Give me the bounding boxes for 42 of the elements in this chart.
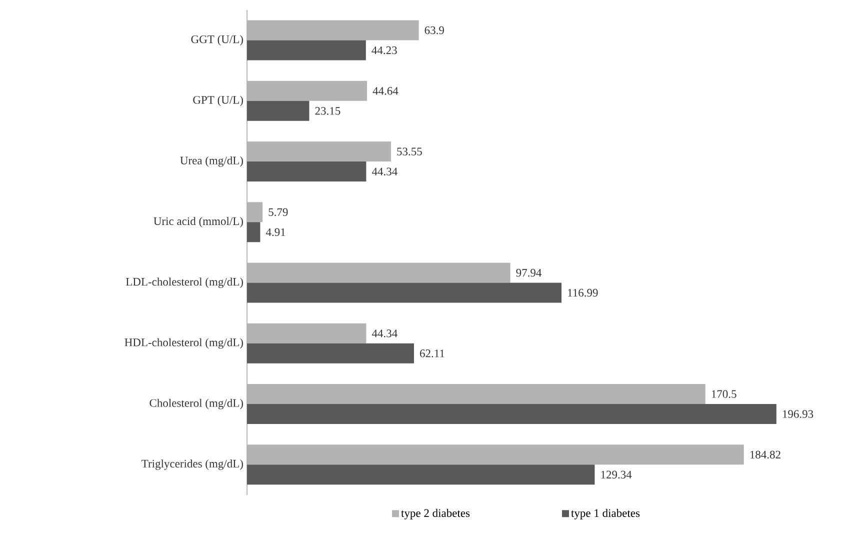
legend-label: type 1 diabetes <box>571 508 640 520</box>
y-tick-label: Cholesterol (mg/dL) <box>150 398 243 410</box>
y-tick-label: GGT (U/L) <box>191 35 243 46</box>
data-label: 44.34 <box>372 168 398 176</box>
bar <box>247 40 366 60</box>
data-label: 44.64 <box>372 87 398 95</box>
bar <box>247 282 562 303</box>
bar <box>247 464 595 485</box>
y-tick-label: Triglycerides (mg/dL) <box>142 459 243 470</box>
data-label: 53.55 <box>397 148 422 156</box>
bar <box>247 343 414 364</box>
data-label: 5.79 <box>268 208 288 216</box>
y-tick-label: Urea (mg/dL) <box>180 156 243 167</box>
data-label: 129.34 <box>601 470 632 479</box>
bar <box>247 323 366 344</box>
data-label: 97.94 <box>516 268 542 277</box>
y-tick-label: LDL-cholesterol (mg/dL) <box>126 278 243 288</box>
legend-label: type 2 diabetes <box>401 508 470 520</box>
data-label: 44.23 <box>372 46 397 54</box>
bar <box>247 262 510 283</box>
data-label: 4.91 <box>266 228 286 236</box>
bar <box>247 162 366 182</box>
bar <box>247 222 260 242</box>
y-tick-label: Uric acid (mmol/L) <box>154 216 243 228</box>
y-tick-label: HDL-cholesterol (mg/dL) <box>124 338 243 349</box>
data-label: 23.15 <box>315 107 340 115</box>
data-label: 184.82 <box>750 450 780 459</box>
bar <box>247 80 368 101</box>
bar <box>247 404 776 424</box>
bar <box>247 384 706 404</box>
data-label: 63.9 <box>424 26 444 34</box>
y-tick-label: GPT (U/L) <box>193 96 243 106</box>
bar <box>247 202 263 222</box>
data-label: 116.99 <box>568 288 598 297</box>
data-label: 196.93 <box>782 410 814 418</box>
data-label: 44.34 <box>372 330 398 338</box>
bar <box>247 20 419 40</box>
bar <box>247 100 310 121</box>
data-label: 62.11 <box>420 350 444 358</box>
bar <box>247 444 744 465</box>
data-label: 170.5 <box>712 390 736 398</box>
bar <box>247 142 391 162</box>
